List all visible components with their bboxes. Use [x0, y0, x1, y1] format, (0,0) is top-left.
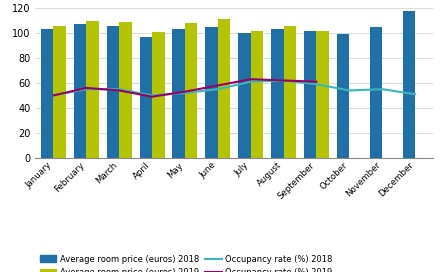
Bar — [53, 26, 66, 158]
Bar — [119, 22, 132, 158]
Bar — [271, 29, 284, 158]
Bar — [251, 31, 263, 158]
Bar — [284, 26, 296, 158]
Bar — [304, 31, 316, 158]
Bar — [238, 33, 251, 158]
Bar — [152, 32, 164, 158]
Bar — [41, 29, 53, 158]
Bar — [337, 34, 349, 158]
Bar — [316, 31, 329, 158]
Bar — [107, 26, 119, 158]
Bar — [185, 23, 198, 158]
Bar — [140, 37, 152, 158]
Bar — [206, 27, 218, 158]
Bar — [172, 29, 185, 158]
Bar — [403, 11, 415, 158]
Legend: Average room price (euros) 2018, Average room price (euros) 2019, Occupancy rate: Average room price (euros) 2018, Average… — [39, 255, 333, 272]
Bar — [218, 19, 230, 158]
Bar — [74, 24, 86, 158]
Bar — [86, 21, 99, 158]
Bar — [370, 27, 382, 158]
